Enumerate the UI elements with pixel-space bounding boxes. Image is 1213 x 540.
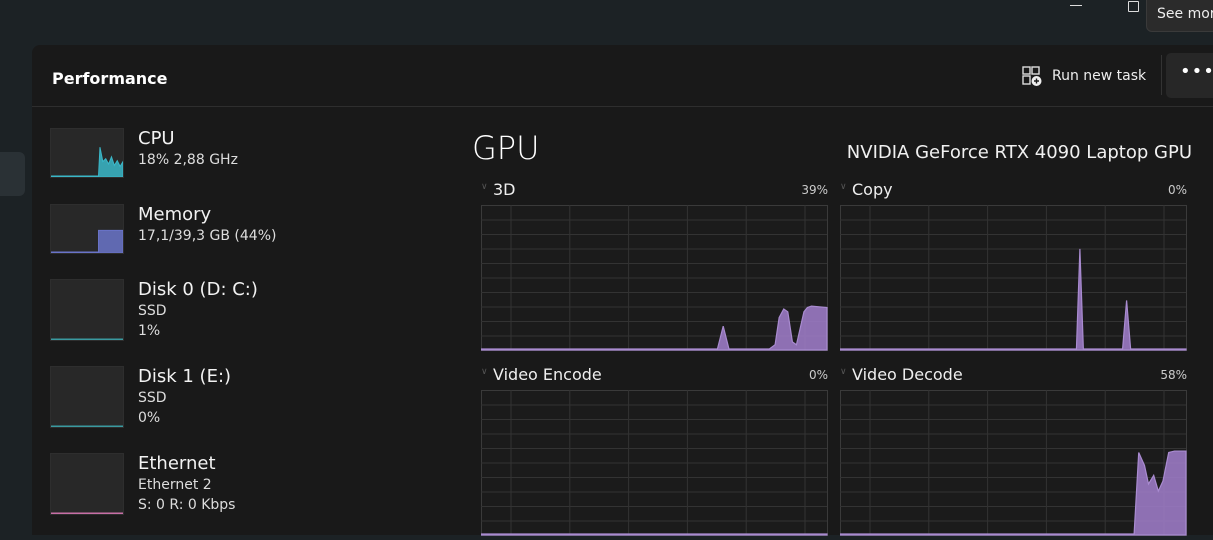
utilization-area: [840, 248, 1187, 351]
resource-line2: S: 0 R: 0 Kbps: [138, 497, 236, 513]
more-options-button[interactable]: •••: [1166, 53, 1213, 98]
resource-item-memory[interactable]: Memory 17,1/39,3 GB (44%): [50, 204, 430, 254]
chart-value: 0%: [808, 368, 828, 382]
chart-value: 58%: [1160, 368, 1187, 382]
resource-text: Disk 0 (D: C:) SSD 1%: [138, 279, 258, 341]
resource-text: Ethernet Ethernet 2 S: 0 R: 0 Kbps: [138, 453, 235, 515]
thumbnail-graph: [51, 512, 123, 514]
minimize-button[interactable]: [1070, 5, 1082, 6]
resource-text: Disk 1 (E:) SSD 0%: [138, 366, 231, 428]
chart-title[interactable]: Copy: [852, 180, 893, 199]
resource-title: GPU: [472, 129, 540, 167]
chart-3d: ∨ 3D 39%: [481, 180, 828, 355]
resource-name: Disk 1 (E:): [138, 366, 232, 387]
resource-name: Disk 0 (D: C:): [138, 279, 258, 300]
chevron-down-icon[interactable]: ∨: [840, 367, 847, 377]
resource-line2: 1%: [138, 323, 161, 339]
thumbnail-graph: [51, 425, 123, 427]
gpu-device-name: NVIDIA GeForce RTX 4090 Laptop GPU: [846, 142, 1192, 163]
resource-item-disk-1-e[interactable]: Disk 1 (E:) SSD 0%: [50, 366, 430, 428]
resource-line2: 0%: [138, 410, 161, 426]
nav-selected-item[interactable]: [0, 152, 25, 196]
run-task-icon: [1022, 66, 1042, 86]
resource-item-disk-0-d-c[interactable]: Disk 0 (D: C:) SSD 1%: [50, 279, 430, 341]
thumbnail-graph: [51, 147, 123, 177]
resource-name: CPU: [138, 128, 175, 149]
resource-name: Ethernet: [138, 453, 216, 474]
resource-line1: 18% 2,88 GHz: [138, 152, 238, 168]
utilization-area: [481, 533, 828, 536]
performance-panel: Performance Run new task ••• CPU 18% 2,88…: [32, 45, 1213, 536]
ellipsis-icon: •••: [1180, 61, 1213, 82]
chart-video-encode: ∨ Video Encode 0%: [481, 365, 828, 540]
chart-title[interactable]: Video Decode: [852, 365, 963, 384]
resource-thumbnail: [50, 279, 124, 341]
resource-line1: SSD: [138, 390, 167, 406]
tooltip: See more: [1146, 0, 1213, 32]
maximize-button[interactable]: [1128, 1, 1139, 12]
thumbnail-graph: [51, 229, 123, 253]
thumbnail-graph: [51, 338, 123, 340]
chevron-down-icon[interactable]: ∨: [481, 367, 488, 377]
divider: [1161, 55, 1162, 95]
chart-video-decode: ∨ Video Decode 58%: [840, 365, 1187, 540]
resource-item-ethernet[interactable]: Ethernet Ethernet 2 S: 0 R: 0 Kbps: [50, 453, 430, 515]
resource-thumbnail: [50, 366, 124, 428]
resource-thumbnail: [50, 453, 124, 515]
resource-name: Memory: [138, 204, 212, 225]
resource-text: Memory 17,1/39,3 GB (44%): [138, 204, 276, 246]
resource-text: CPU 18% 2,88 GHz: [138, 128, 238, 170]
page-title: Performance: [52, 69, 168, 88]
resource-thumbnail: [50, 128, 124, 178]
chevron-down-icon[interactable]: ∨: [840, 182, 847, 192]
chevron-down-icon[interactable]: ∨: [481, 182, 488, 192]
header: Performance Run new task •••: [32, 45, 1213, 107]
resource-item-cpu[interactable]: CPU 18% 2,88 GHz: [50, 128, 430, 178]
chart-title[interactable]: 3D: [493, 180, 516, 199]
resource-thumbnail: [50, 204, 124, 254]
chart-title[interactable]: Video Encode: [493, 365, 602, 384]
utilization-area: [481, 305, 828, 351]
chart-value: 39%: [801, 183, 828, 197]
chart-value: 0%: [1167, 183, 1187, 197]
resource-line1: Ethernet 2: [138, 477, 212, 493]
resource-line1: SSD: [138, 303, 167, 319]
resource-line1: 17,1/39,3 GB (44%): [138, 228, 277, 244]
run-new-task-label: Run new task: [1052, 68, 1147, 84]
chart-copy: ∨ Copy 0%: [840, 180, 1187, 355]
run-new-task-button[interactable]: Run new task: [1022, 66, 1146, 86]
